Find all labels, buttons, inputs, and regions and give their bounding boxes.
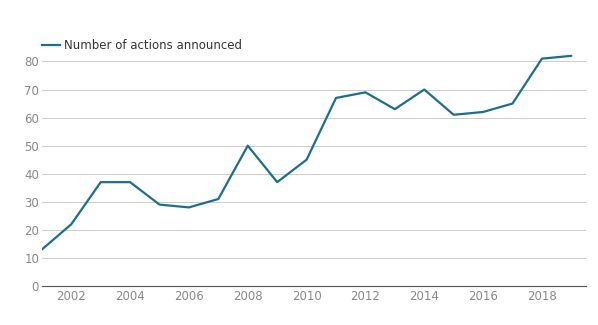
Legend: Number of actions announced: Number of actions announced bbox=[42, 39, 242, 52]
